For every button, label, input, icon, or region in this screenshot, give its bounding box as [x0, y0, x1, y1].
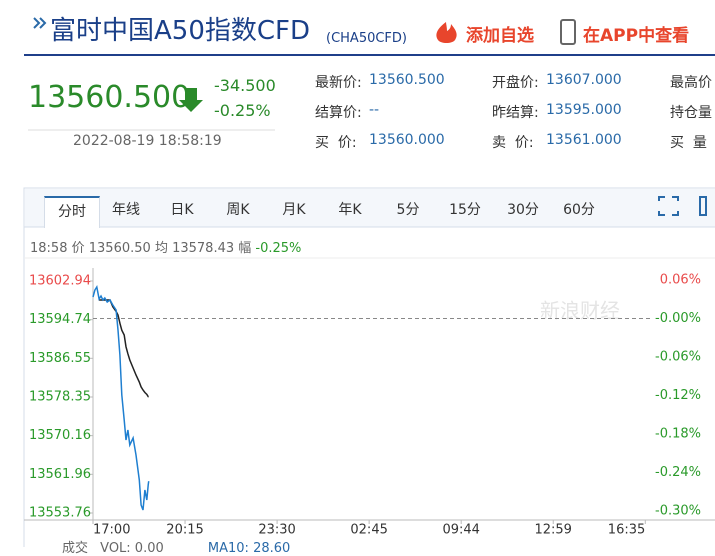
- tab[interactable]: 60分: [563, 202, 595, 218]
- info-time: 18:58: [30, 241, 68, 256]
- vol: VOL: 0.00: [100, 541, 164, 556]
- info-avg: 13578.43: [172, 241, 235, 256]
- tab[interactable]: 15分: [449, 202, 481, 218]
- x-tick-label: 17:00: [93, 523, 130, 538]
- tab[interactable]: 分时: [44, 196, 100, 228]
- y2-tick-label: -0.12%: [655, 388, 701, 403]
- ma: MA10: 28.60: [207, 541, 291, 556]
- info-price-label: 价: [71, 241, 85, 256]
- code: (CHA50CFD): [326, 31, 407, 46]
- y2-tick-label: -0.18%: [655, 426, 701, 441]
- fullscreen-icon[interactable]: [699, 196, 707, 216]
- x-tick-label: 09:44: [442, 523, 479, 538]
- field-label: 昨结算:: [492, 105, 539, 121]
- field-value: 13560.500: [369, 72, 445, 88]
- y2-tick-label: -0.00%: [655, 311, 701, 326]
- field-value: 13560.000: [369, 132, 445, 148]
- field-value: 13561.000: [546, 132, 622, 148]
- change-pct: -0.25%: [214, 101, 271, 120]
- info-price: 13560.50: [88, 241, 151, 256]
- down-arrow: [179, 88, 203, 112]
- y-tick-label: 13602.94: [29, 274, 91, 289]
- series-line: [99, 299, 149, 398]
- y-tick-label: 13553.76: [29, 506, 91, 521]
- info-pct-label: 幅: [238, 241, 252, 256]
- tab[interactable]: 年线: [112, 202, 140, 218]
- expand-icon[interactable]: [658, 196, 679, 216]
- field-label: 持仓量: [670, 105, 712, 121]
- field-value: 13607.000: [546, 72, 622, 88]
- field-value: --: [369, 102, 380, 118]
- tab[interactable]: 日K: [170, 202, 194, 218]
- datetime: 2022-08-19 18:58:19: [73, 133, 222, 149]
- open-app[interactable]: 在APP中查看: [583, 26, 690, 46]
- phone-icon: [560, 19, 576, 45]
- title-icon: [33, 17, 47, 29]
- field-label: 结算价:: [315, 105, 362, 121]
- field-label: 最新价:: [315, 75, 362, 91]
- y-tick-label: 13570.16: [29, 428, 91, 443]
- tab[interactable]: 30分: [507, 202, 539, 218]
- field-value: 13595.000: [546, 102, 622, 118]
- price: 13560.500: [28, 80, 191, 115]
- field-label: 最高价: [670, 75, 712, 91]
- tab[interactable]: 年K: [338, 202, 362, 218]
- x-tick-label: 20:15: [166, 523, 203, 538]
- tab[interactable]: 月K: [282, 202, 306, 218]
- field-label: 买 量: [670, 135, 707, 151]
- tab[interactable]: 5分: [396, 202, 420, 218]
- change: -34.500: [214, 76, 276, 95]
- fire-icon: [436, 22, 457, 43]
- info-avg-label: 均: [154, 241, 168, 256]
- field-label: 买 价:: [315, 135, 357, 151]
- series-line: [92, 284, 150, 511]
- y-tick-label: 13561.96: [29, 467, 91, 482]
- volume-label: 成交: [62, 541, 89, 556]
- tab-bar: [25, 189, 715, 227]
- y2-tick-label: 0.06%: [660, 272, 701, 287]
- field-label: 开盘价:: [492, 75, 539, 91]
- y-tick-label: 13578.35: [29, 390, 91, 405]
- x-tick-label: 02:45: [350, 523, 387, 538]
- info-pct: -0.25%: [255, 241, 302, 256]
- y2-tick-label: -0.24%: [655, 465, 701, 480]
- y-tick-label: 13594.74: [29, 312, 91, 327]
- x-tick-label: 16:35: [608, 523, 645, 538]
- info-line: 18:58 价 13560.50 均 13578.43 幅 -0.25%: [30, 237, 301, 256]
- x-tick-label: 23:30: [258, 523, 295, 538]
- y2-tick-label: -0.30%: [655, 503, 701, 518]
- title: 富时中国A50指数CFD: [50, 16, 311, 46]
- y2-tick-label: -0.06%: [655, 349, 701, 364]
- x-tick-label: 12:59: [534, 523, 571, 538]
- add-watch[interactable]: 添加自选: [466, 26, 534, 46]
- field-label: 卖 价:: [492, 135, 534, 151]
- chart-box: [23, 187, 715, 547]
- tab[interactable]: 周K: [226, 202, 250, 218]
- y-tick-label: 13586.55: [29, 351, 91, 366]
